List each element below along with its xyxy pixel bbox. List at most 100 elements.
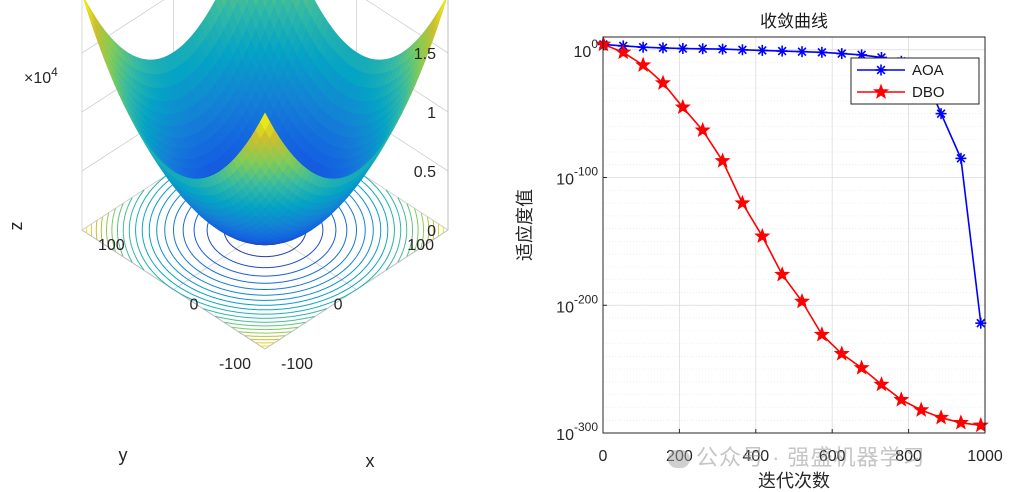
contour-line <box>420 212 424 248</box>
x-tick-label-2d: 0 <box>599 448 608 465</box>
contour-line <box>117 203 124 257</box>
marker-aoa <box>637 41 649 53</box>
z-tick-label: 1 <box>427 105 436 122</box>
legend-label-aoa: AOA <box>912 62 944 79</box>
z-exponent-label: ×104 <box>24 65 58 87</box>
marker-aoa <box>697 43 709 55</box>
marker-dbo <box>615 43 632 60</box>
marker-aoa <box>657 42 669 54</box>
surface-mesh <box>83 0 447 246</box>
contour-line <box>245 335 285 337</box>
marker-dbo <box>813 326 830 342</box>
marker-aoa <box>836 48 848 60</box>
contour-line <box>224 321 306 327</box>
contour-line <box>385 189 402 271</box>
marker-aoa <box>955 152 967 164</box>
y-tick-label-2d: 100 <box>574 37 599 61</box>
contour-line <box>128 189 145 271</box>
x-tick-label-2d: 400 <box>742 448 769 465</box>
x-axis-label-2d: 迭代次数 <box>758 471 830 491</box>
legend: AOA DBO <box>850 57 980 105</box>
marker-dbo <box>734 194 751 210</box>
marker-dbo <box>714 152 731 168</box>
legend-marker-aoa <box>875 64 887 76</box>
y-tick-label: 100 <box>407 237 434 254</box>
marker-dbo <box>674 98 691 115</box>
surface-patch <box>270 0 278 9</box>
contour-line <box>406 203 413 257</box>
surface-patch <box>280 0 286 7</box>
x-tick-label-2d: 1000 <box>967 448 1003 465</box>
marker-aoa <box>776 45 788 57</box>
y-tick-label-2d: 10-200 <box>556 292 598 316</box>
surface-patch <box>252 0 260 9</box>
legend-marker-dbo <box>872 83 890 99</box>
y-tick-label: -100 <box>219 356 251 373</box>
contour-line <box>122 197 133 263</box>
contour-line <box>432 220 435 240</box>
marker-dbo <box>794 292 811 309</box>
legend-box <box>850 57 980 105</box>
marker-aoa <box>796 46 808 58</box>
marker-dbo <box>754 227 771 244</box>
convergence-title: 收敛曲线 <box>760 12 828 31</box>
convergence-plot: 收敛曲线 0200400600800100010010-10010-20010-… <box>515 12 1003 491</box>
marker-dbo <box>774 266 791 282</box>
contour-line <box>95 220 98 240</box>
convergence-grid <box>602 37 986 434</box>
wechat-icon <box>668 450 690 469</box>
contour-line <box>427 216 430 244</box>
marker-aoa <box>975 317 987 329</box>
z-tick-label: 2 <box>427 0 436 4</box>
contour-line <box>106 212 110 248</box>
x-tick-label-2d: 600 <box>819 448 846 465</box>
marker-dbo <box>933 409 950 425</box>
marker-aoa <box>736 44 748 56</box>
marker-aoa <box>935 108 947 120</box>
marker-aoa <box>677 42 689 54</box>
z-tick-label: 1.5 <box>414 46 436 63</box>
marker-aoa <box>756 44 768 56</box>
contour-line <box>203 308 327 319</box>
contour-line <box>100 216 103 244</box>
z-tick-label: 0 <box>427 223 436 240</box>
y-tick-label: 0 <box>334 297 343 314</box>
x-tick-label: -100 <box>281 356 313 373</box>
contour-line <box>238 331 292 334</box>
contour-line <box>215 315 315 323</box>
surface-patch <box>244 0 250 7</box>
marker-aoa <box>816 46 828 58</box>
grid-line <box>81 0 449 54</box>
plot-frame <box>602 36 986 434</box>
watermark: 公众号 · 强盛机器学习 <box>668 440 926 472</box>
z-tick-label: 0.5 <box>414 164 436 181</box>
surface-patch <box>261 0 269 9</box>
x-tick-label: 100 <box>98 237 125 254</box>
contour-line <box>231 326 299 331</box>
contour-line <box>397 197 408 263</box>
marker-dbo <box>913 401 930 417</box>
legend-label-dbo: DBO <box>912 84 945 101</box>
z-axis-label: z <box>6 222 26 231</box>
contour-line <box>111 208 116 252</box>
y-axis-label: y <box>119 445 128 465</box>
y-tick-label-2d: 10-300 <box>556 420 598 444</box>
y-tick-label-2d: 10-100 <box>556 165 598 189</box>
x-tick-label: 0 <box>190 297 199 314</box>
marker-dbo <box>694 121 711 138</box>
marker-dbo <box>853 359 870 375</box>
marker-dbo <box>873 376 890 392</box>
marker-dbo <box>893 391 910 407</box>
marker-aoa <box>717 43 729 55</box>
marker-dbo <box>654 74 671 90</box>
x-axis-label: x <box>366 451 375 471</box>
marker-dbo <box>635 56 652 72</box>
x-tick-label-2d: 800 <box>895 448 922 465</box>
marker-dbo <box>972 416 989 433</box>
surface-patch <box>260 112 270 131</box>
marker-dbo <box>952 414 969 430</box>
